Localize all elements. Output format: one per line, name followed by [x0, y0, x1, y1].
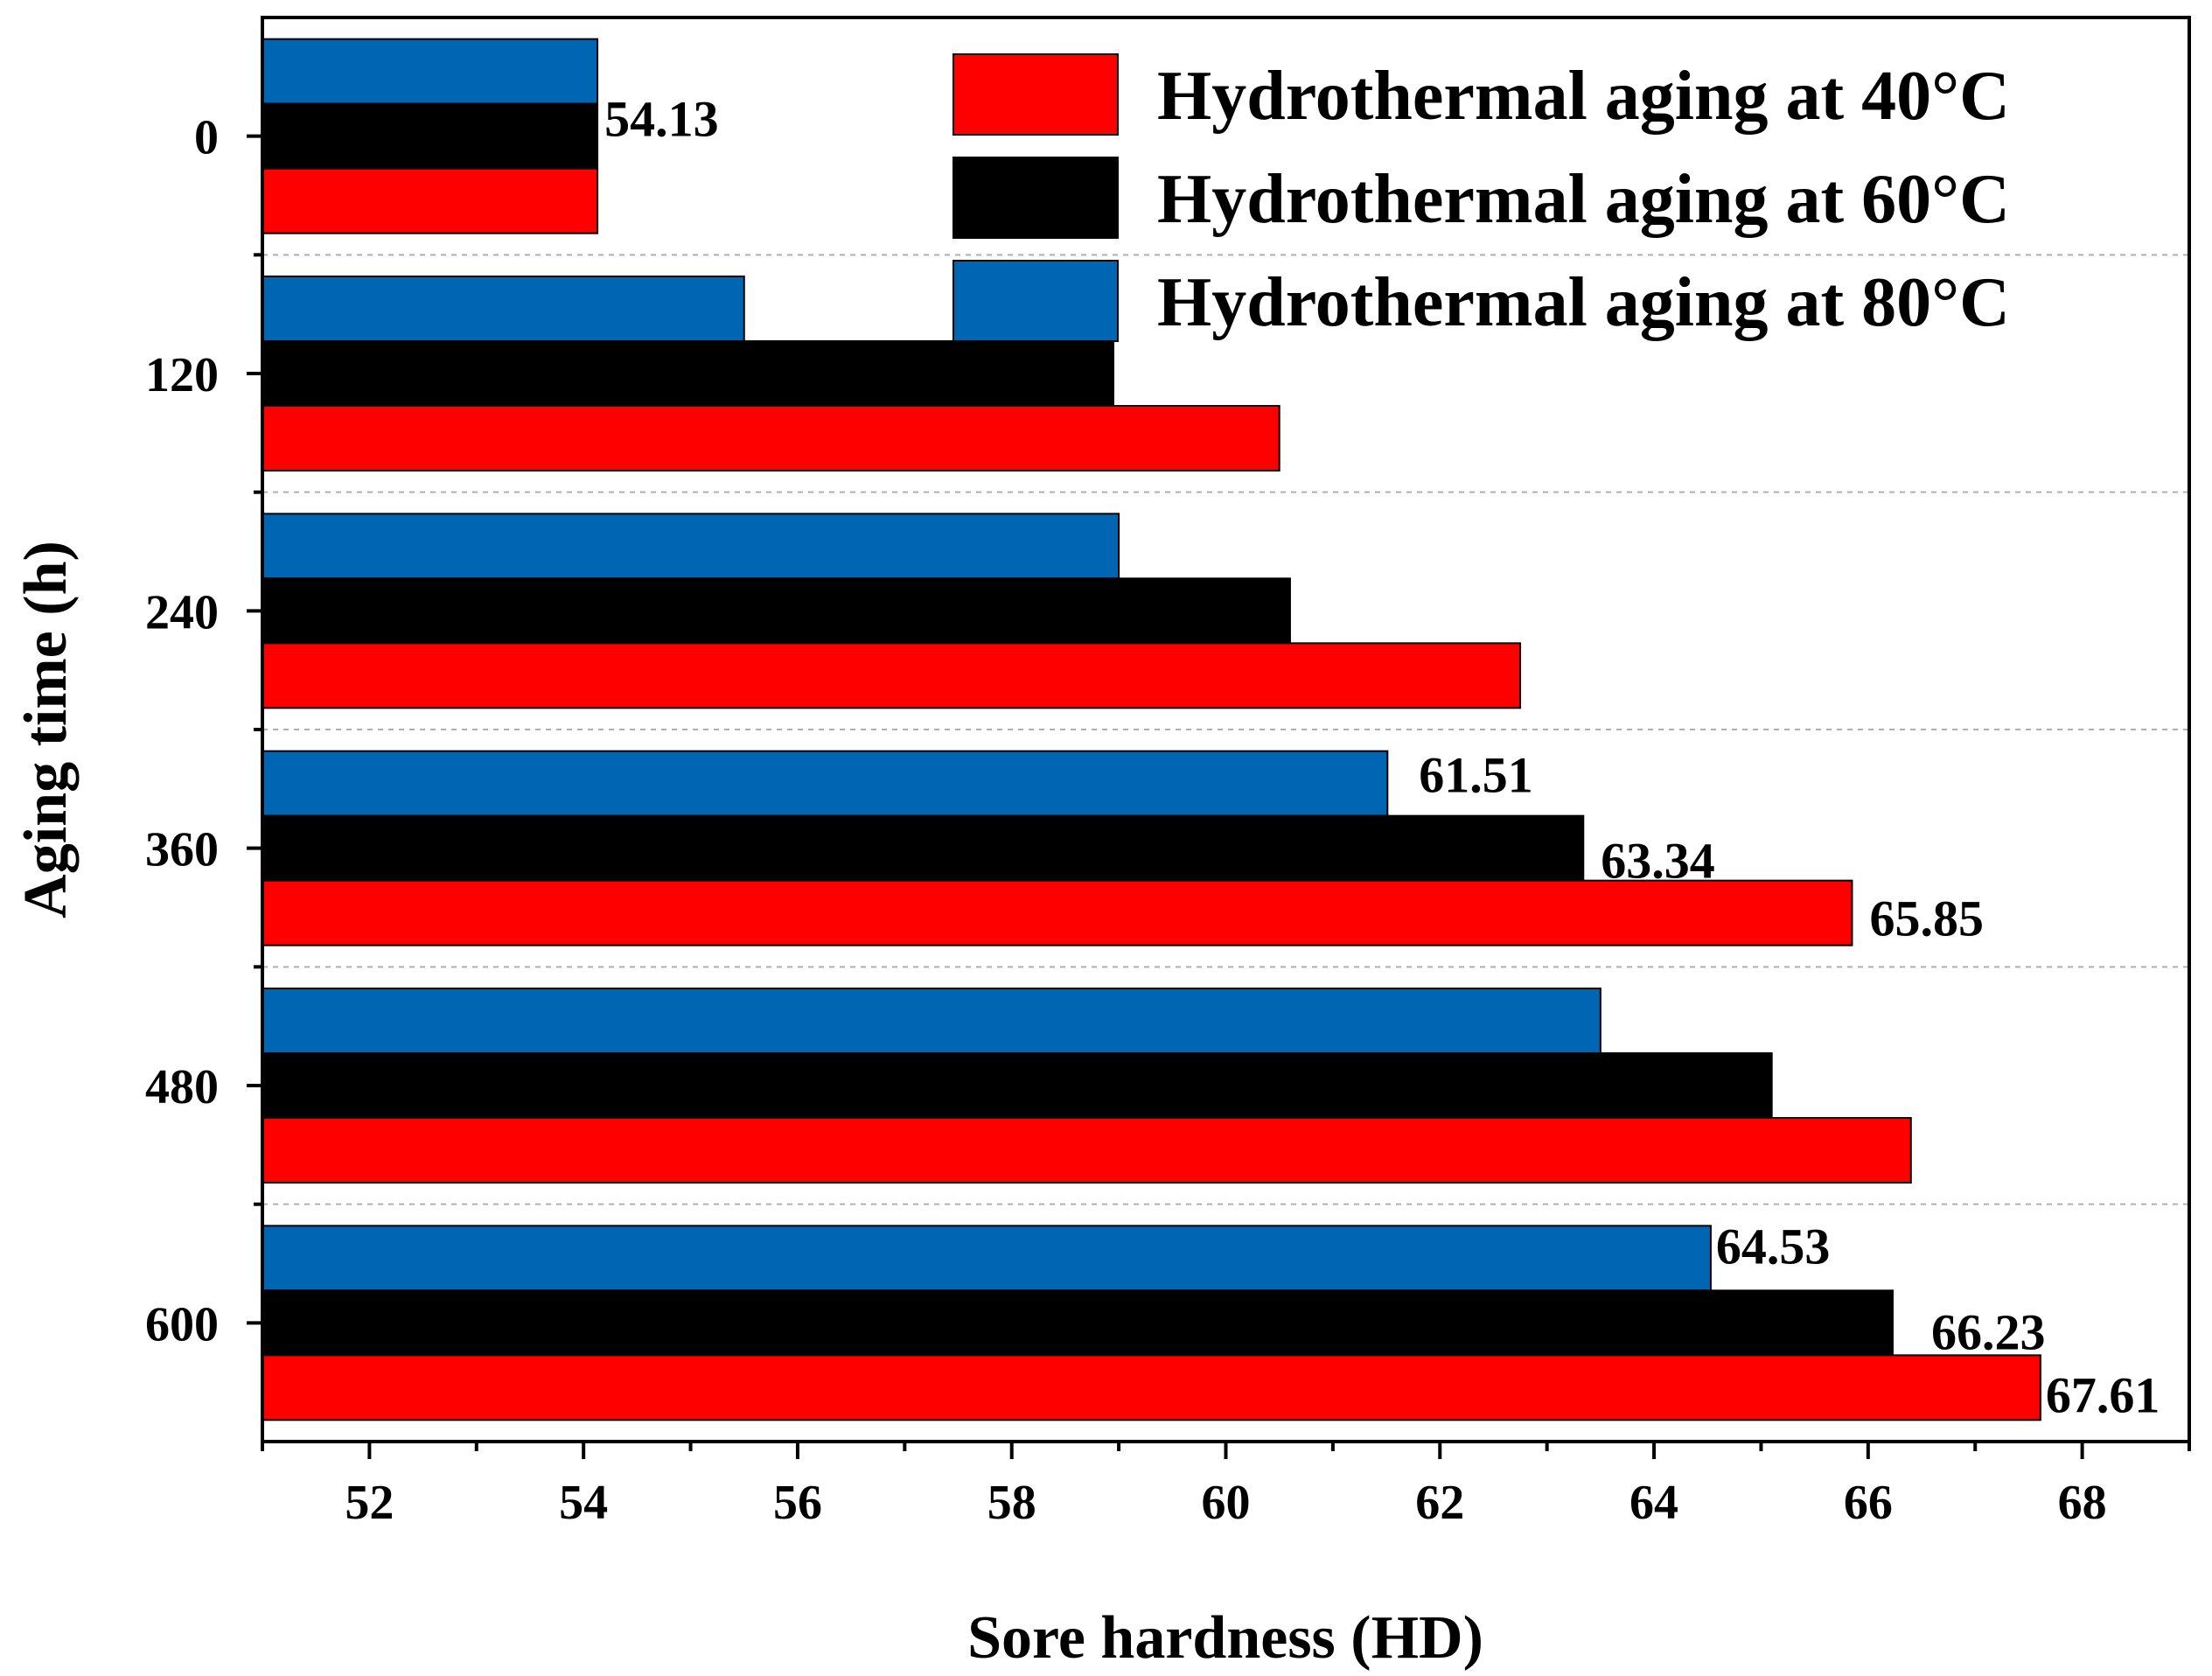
bar — [262, 1117, 1912, 1184]
x-tick-label: 60 — [1202, 1476, 1251, 1530]
bars — [262, 38, 2041, 1421]
bar — [262, 1052, 1773, 1119]
legend: Hydrothermal aging at 40°C Hydrothermal a… — [952, 53, 2010, 342]
legend-label: Hydrothermal aging at 40°C — [1157, 58, 2010, 135]
bar — [262, 879, 1853, 946]
bar — [262, 988, 1601, 1054]
bar — [262, 405, 1280, 471]
y-tick-label: 480 — [145, 1060, 219, 1114]
bar — [262, 38, 599, 105]
x-tick-label: 62 — [1415, 1476, 1464, 1530]
bar — [262, 1289, 1894, 1357]
x-tick-label: 66 — [1844, 1476, 1893, 1530]
bar — [262, 102, 599, 170]
y-tick-label: 120 — [145, 348, 219, 402]
data-label: 61.51 — [1419, 747, 1533, 804]
x-tick-label: 64 — [1629, 1476, 1678, 1530]
bar — [262, 1225, 1712, 1292]
bar — [262, 577, 1291, 645]
x-tick-label: 58 — [987, 1476, 1036, 1530]
y-axis-title: Aging time (h) — [12, 541, 80, 918]
bar — [262, 750, 1389, 817]
bar — [262, 642, 1522, 709]
bar — [262, 167, 599, 234]
x-tick-label: 56 — [773, 1476, 822, 1530]
y-tick-label: 240 — [145, 585, 219, 639]
x-tick-label: 52 — [345, 1476, 394, 1530]
bar — [262, 276, 745, 342]
data-label: 67.61 — [2046, 1366, 2160, 1423]
y-tick-label: 360 — [145, 823, 219, 877]
bar — [262, 814, 1585, 882]
data-label: 66.23 — [1931, 1303, 2046, 1360]
legend-label: Hydrothermal aging at 60°C — [1157, 161, 2010, 238]
data-label: 65.85 — [1869, 890, 1984, 947]
x-tick-label: 54 — [559, 1476, 608, 1530]
bar — [262, 340, 1114, 407]
y-tick-label: 600 — [145, 1297, 219, 1351]
data-label: 64.53 — [1716, 1218, 1831, 1274]
y-tick-label: 0 — [194, 111, 219, 165]
bar — [262, 1354, 2041, 1421]
legend-swatch — [952, 260, 1119, 342]
x-axis-title: Sore hardness (HD) — [967, 1604, 1483, 1672]
legend-swatch — [952, 157, 1119, 239]
data-label: 54.13 — [604, 91, 719, 148]
x-tick-label: 68 — [2058, 1476, 2107, 1530]
data-label: 63.34 — [1601, 833, 1715, 890]
axes: 0 120 240 360 480 600 52 54 56 58 60 62 64 66 68 — [145, 111, 2191, 1530]
legend-swatch — [952, 53, 1119, 136]
legend-label: Hydrothermal aging at 80°C — [1157, 264, 2010, 341]
bar — [262, 513, 1120, 580]
